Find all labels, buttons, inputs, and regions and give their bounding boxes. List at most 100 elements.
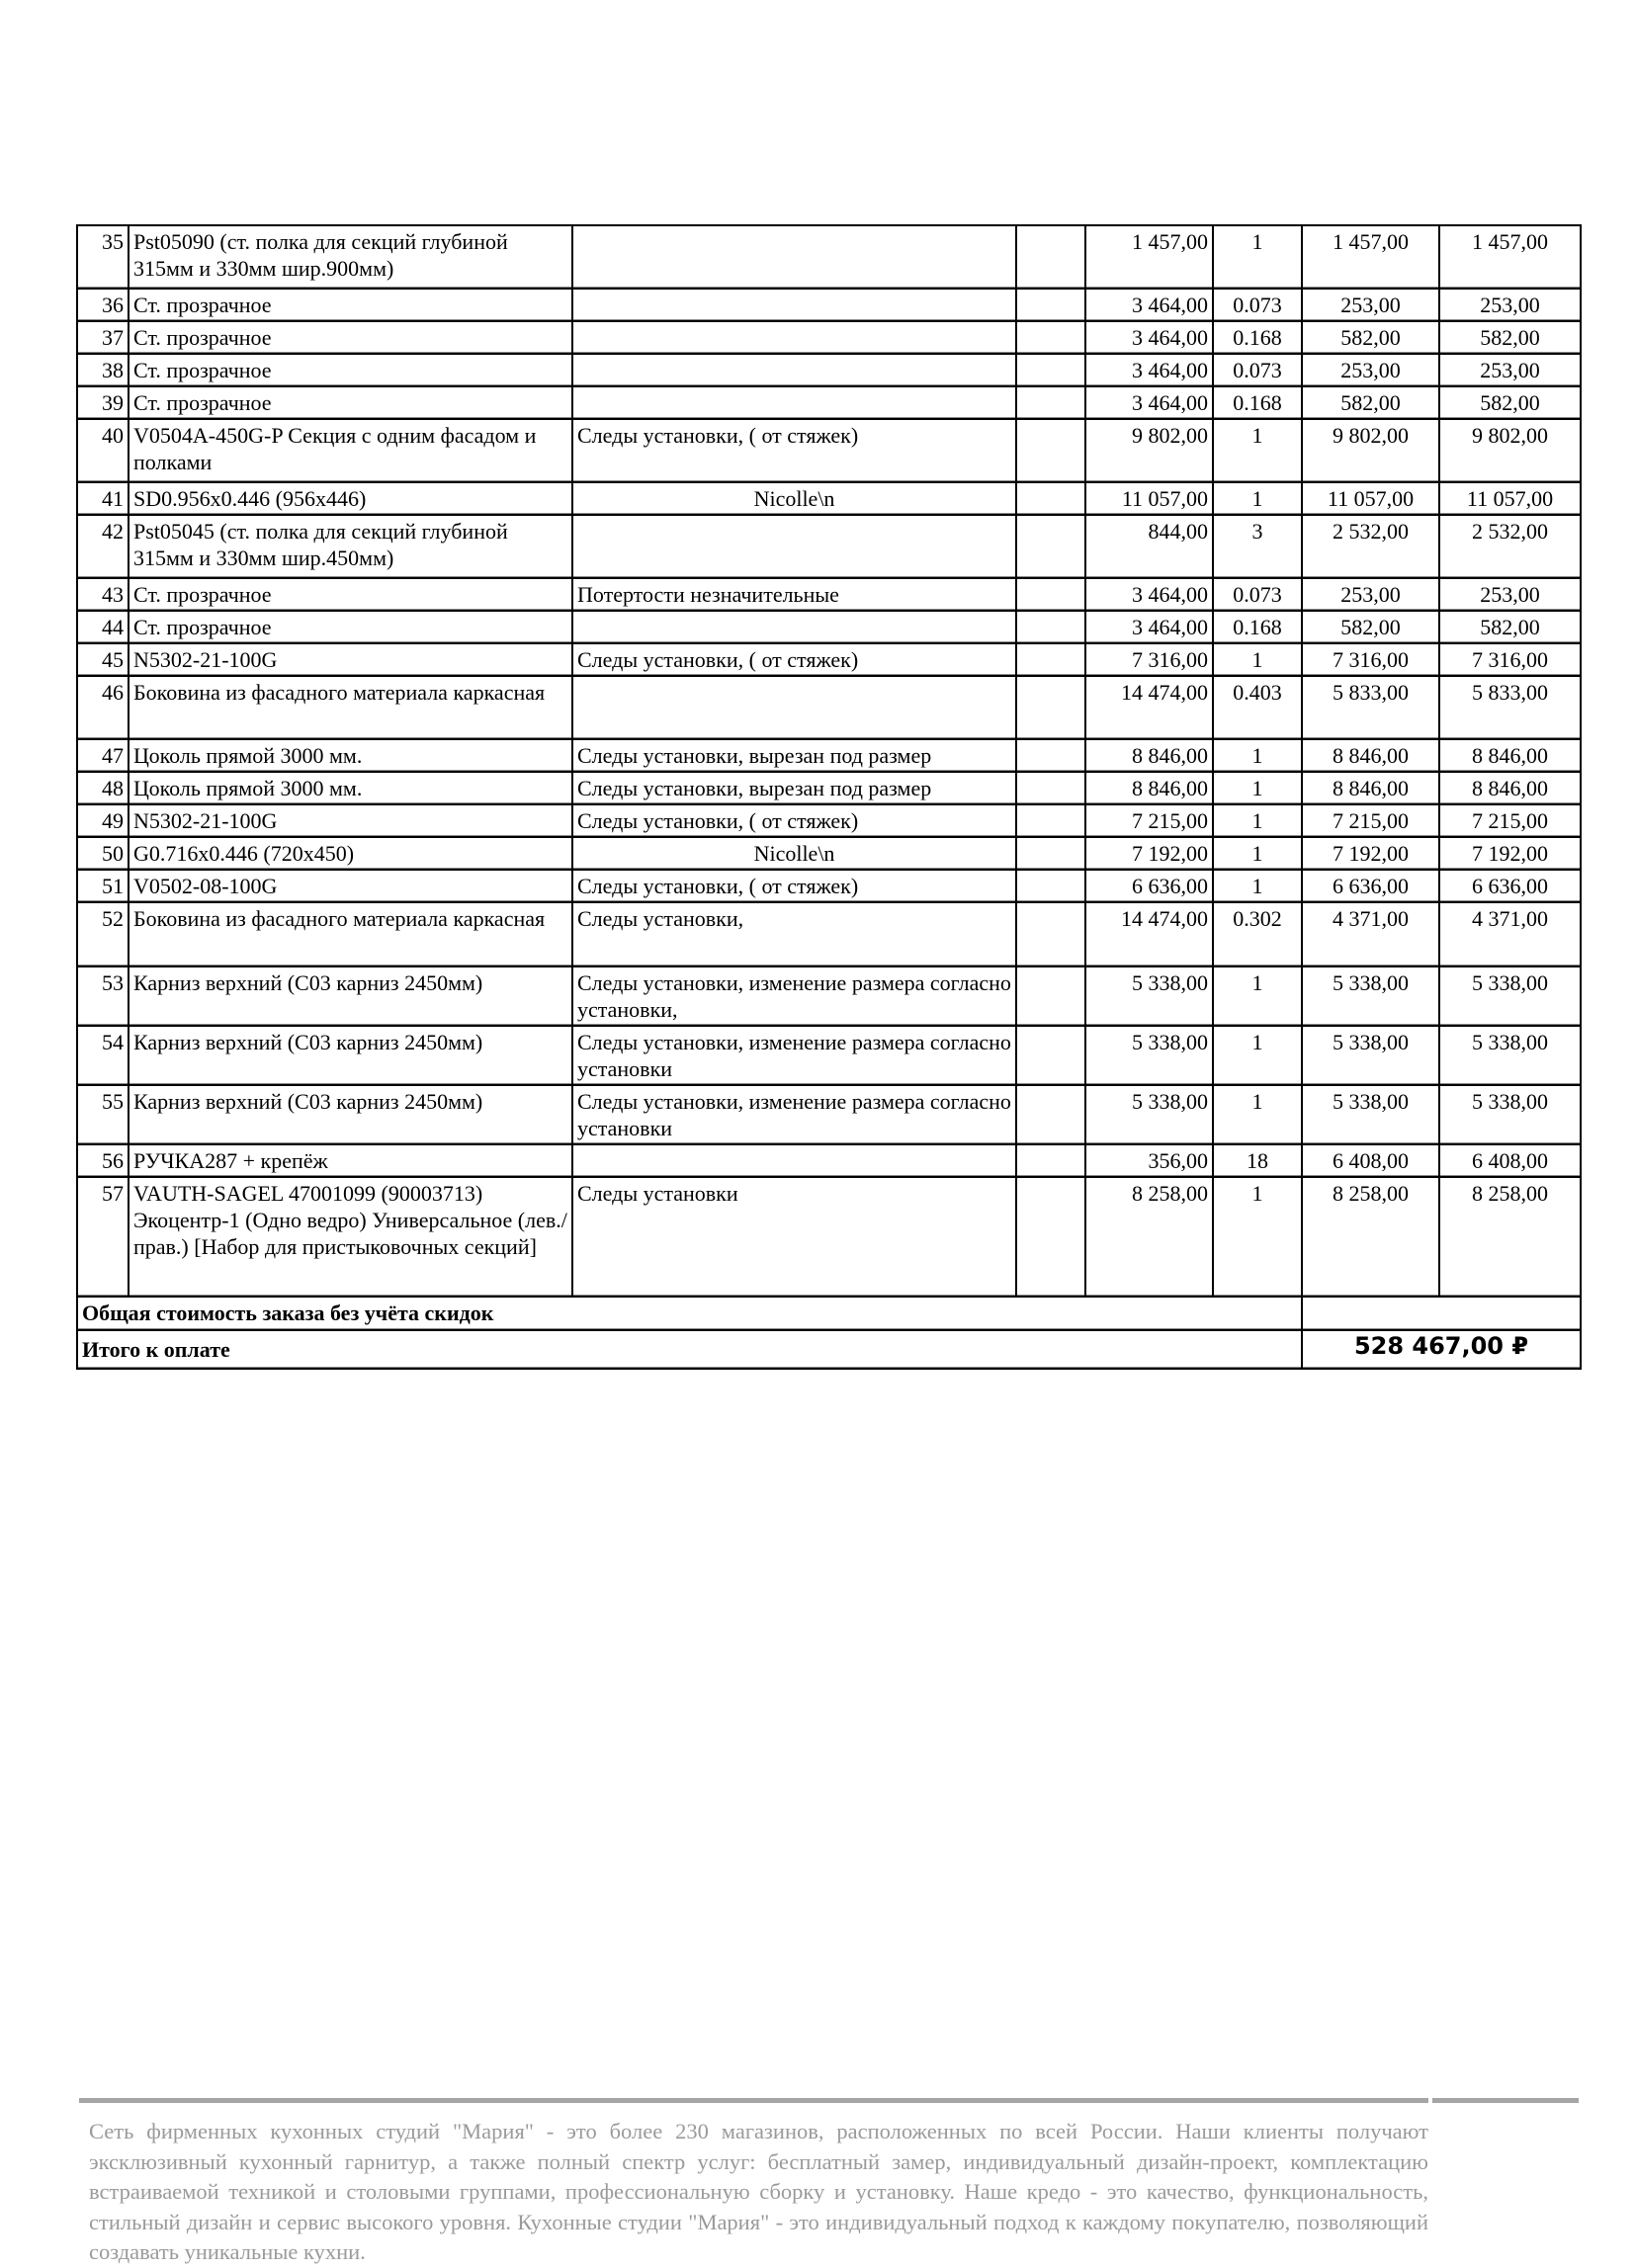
item-sum: 5 338,00 bbox=[1301, 1084, 1440, 1145]
item-sum: 1 457,00 bbox=[1301, 224, 1440, 290]
item-price: 844,00 bbox=[1084, 514, 1214, 579]
item-name: V0502-08-100G bbox=[128, 869, 573, 903]
item-name: Боковина из фасадного материала каркасна… bbox=[128, 901, 573, 967]
item-sum: 8 846,00 bbox=[1301, 738, 1440, 773]
item-sum: 253,00 bbox=[1301, 288, 1440, 322]
table-row: 40 V0504A-450G-P Секция с одним фасадом и… bbox=[76, 418, 1582, 483]
item-name: Ст. прозрачное bbox=[128, 353, 573, 387]
item-name: Карниз верхний (С03 карниз 2450мм) bbox=[128, 1084, 573, 1145]
item-price: 6 636,00 bbox=[1084, 869, 1214, 903]
item-sum: 582,00 bbox=[1301, 320, 1440, 355]
total-to-pay-row: Итого к оплате 528 467,00 ₽ bbox=[76, 1329, 1582, 1370]
empty-cell bbox=[1015, 610, 1086, 644]
item-price: 3 464,00 bbox=[1084, 320, 1214, 355]
item-total: 7 215,00 bbox=[1438, 803, 1582, 838]
item-quantity: 0.073 bbox=[1212, 353, 1303, 387]
table-row: 53 Карниз верхний (С03 карниз 2450мм) След… bbox=[76, 966, 1582, 1027]
item-price: 14 474,00 bbox=[1084, 901, 1214, 967]
row-number: 41 bbox=[76, 481, 129, 516]
item-note: Следы установки, bbox=[571, 901, 1017, 967]
item-note: Следы установки, ( от стяжек) bbox=[571, 418, 1017, 483]
item-name: Pst05045 (ст. полка для секций глубиной … bbox=[128, 514, 573, 579]
item-note bbox=[571, 610, 1017, 644]
item-sum: 8 846,00 bbox=[1301, 771, 1440, 805]
row-number: 43 bbox=[76, 577, 129, 612]
row-number: 47 bbox=[76, 738, 129, 773]
item-name: N5302-21-100G bbox=[128, 803, 573, 838]
row-number: 57 bbox=[76, 1176, 129, 1298]
row-number: 52 bbox=[76, 901, 129, 967]
item-price: 8 846,00 bbox=[1084, 771, 1214, 805]
table-row: 54 Карниз верхний (С03 карниз 2450мм) След… bbox=[76, 1025, 1582, 1086]
empty-cell bbox=[1015, 803, 1086, 838]
item-sum: 5 833,00 bbox=[1301, 675, 1440, 740]
item-total: 6 408,00 bbox=[1438, 1143, 1582, 1178]
item-price: 9 802,00 bbox=[1084, 418, 1214, 483]
table-row: 44 Ст. прозрачное 3 464,00 0.168 582,00 582,0… bbox=[76, 610, 1582, 644]
empty-cell bbox=[1015, 771, 1086, 805]
row-number: 46 bbox=[76, 675, 129, 740]
footer-company-description: Сеть фирменных кухонных студий "Мария" -… bbox=[89, 2119, 1428, 2264]
item-total: 253,00 bbox=[1438, 288, 1582, 322]
item-name: Цоколь прямой 3000 мм. bbox=[128, 771, 573, 805]
item-name: Ст. прозрачное bbox=[128, 288, 573, 322]
row-number: 38 bbox=[76, 353, 129, 387]
item-quantity: 18 bbox=[1212, 1143, 1303, 1178]
table-row: 42 Pst05045 (ст. полка для секций глубино… bbox=[76, 514, 1582, 579]
item-total: 6 636,00 bbox=[1438, 869, 1582, 903]
item-note: Nicolle\n bbox=[571, 481, 1017, 516]
empty-cell bbox=[1015, 642, 1086, 677]
item-sum: 9 802,00 bbox=[1301, 418, 1440, 483]
total-without-discount-row: Общая стоимость заказа без учёта скидок bbox=[76, 1296, 1582, 1331]
item-note: Следы установки, изменение размера согла… bbox=[571, 1025, 1017, 1086]
item-quantity: 0.073 bbox=[1212, 288, 1303, 322]
item-name: РУЧКА287 + крепёж bbox=[128, 1143, 573, 1178]
item-note bbox=[571, 385, 1017, 420]
footer-divider bbox=[79, 2098, 1428, 2103]
row-number: 40 bbox=[76, 418, 129, 483]
item-sum: 5 338,00 bbox=[1301, 1025, 1440, 1086]
item-name: Боковина из фасадного материала каркасна… bbox=[128, 675, 573, 740]
item-note: Следы установки, вырезан под размер bbox=[571, 771, 1017, 805]
item-sum: 7 192,00 bbox=[1301, 836, 1440, 871]
empty-cell bbox=[1015, 836, 1086, 871]
item-quantity: 1 bbox=[1212, 1084, 1303, 1145]
table-row: 35 Pst05090 (ст. полка для секций глубино… bbox=[76, 224, 1582, 290]
empty-cell bbox=[1015, 320, 1086, 355]
empty-cell bbox=[1015, 1176, 1086, 1298]
item-note: Следы установки, ( от стяжек) bbox=[571, 642, 1017, 677]
item-quantity: 3 bbox=[1212, 514, 1303, 579]
item-total: 5 338,00 bbox=[1438, 1084, 1582, 1145]
item-note bbox=[571, 353, 1017, 387]
item-price: 8 258,00 bbox=[1084, 1176, 1214, 1298]
item-name: N5302-21-100G bbox=[128, 642, 573, 677]
item-price: 5 338,00 bbox=[1084, 966, 1214, 1027]
item-name: Карниз верхний (С03 карниз 2450мм) bbox=[128, 966, 573, 1027]
item-sum: 7 316,00 bbox=[1301, 642, 1440, 677]
table-row: 43 Ст. прозрачное Потертости незначительны… bbox=[76, 577, 1582, 612]
row-number: 55 bbox=[76, 1084, 129, 1145]
item-total: 253,00 bbox=[1438, 577, 1582, 612]
item-total: 1 457,00 bbox=[1438, 224, 1582, 290]
item-sum: 4 371,00 bbox=[1301, 901, 1440, 967]
table-row: 50 G0.716x0.446 (720x450) Nicolle\n 7 192,0… bbox=[76, 836, 1582, 871]
item-note bbox=[571, 320, 1017, 355]
item-total: 582,00 bbox=[1438, 320, 1582, 355]
item-price: 5 338,00 bbox=[1084, 1025, 1214, 1086]
item-note: Следы установки bbox=[571, 1176, 1017, 1298]
row-number: 42 bbox=[76, 514, 129, 579]
empty-cell bbox=[1015, 385, 1086, 420]
item-name: G0.716x0.446 (720x450) bbox=[128, 836, 573, 871]
row-number: 50 bbox=[76, 836, 129, 871]
row-number: 51 bbox=[76, 869, 129, 903]
empty-cell bbox=[1015, 1143, 1086, 1178]
item-quantity: 0.168 bbox=[1212, 320, 1303, 355]
table-row: 51 V0502-08-100G Следы установки, ( от стя… bbox=[76, 869, 1582, 903]
table-row: 47 Цоколь прямой 3000 мм. Следы установки,… bbox=[76, 738, 1582, 773]
item-note bbox=[571, 514, 1017, 579]
item-note: Потертости незначительные bbox=[571, 577, 1017, 612]
row-number: 37 bbox=[76, 320, 129, 355]
item-total: 2 532,00 bbox=[1438, 514, 1582, 579]
item-quantity: 0.403 bbox=[1212, 675, 1303, 740]
item-sum: 8 258,00 bbox=[1301, 1176, 1440, 1298]
